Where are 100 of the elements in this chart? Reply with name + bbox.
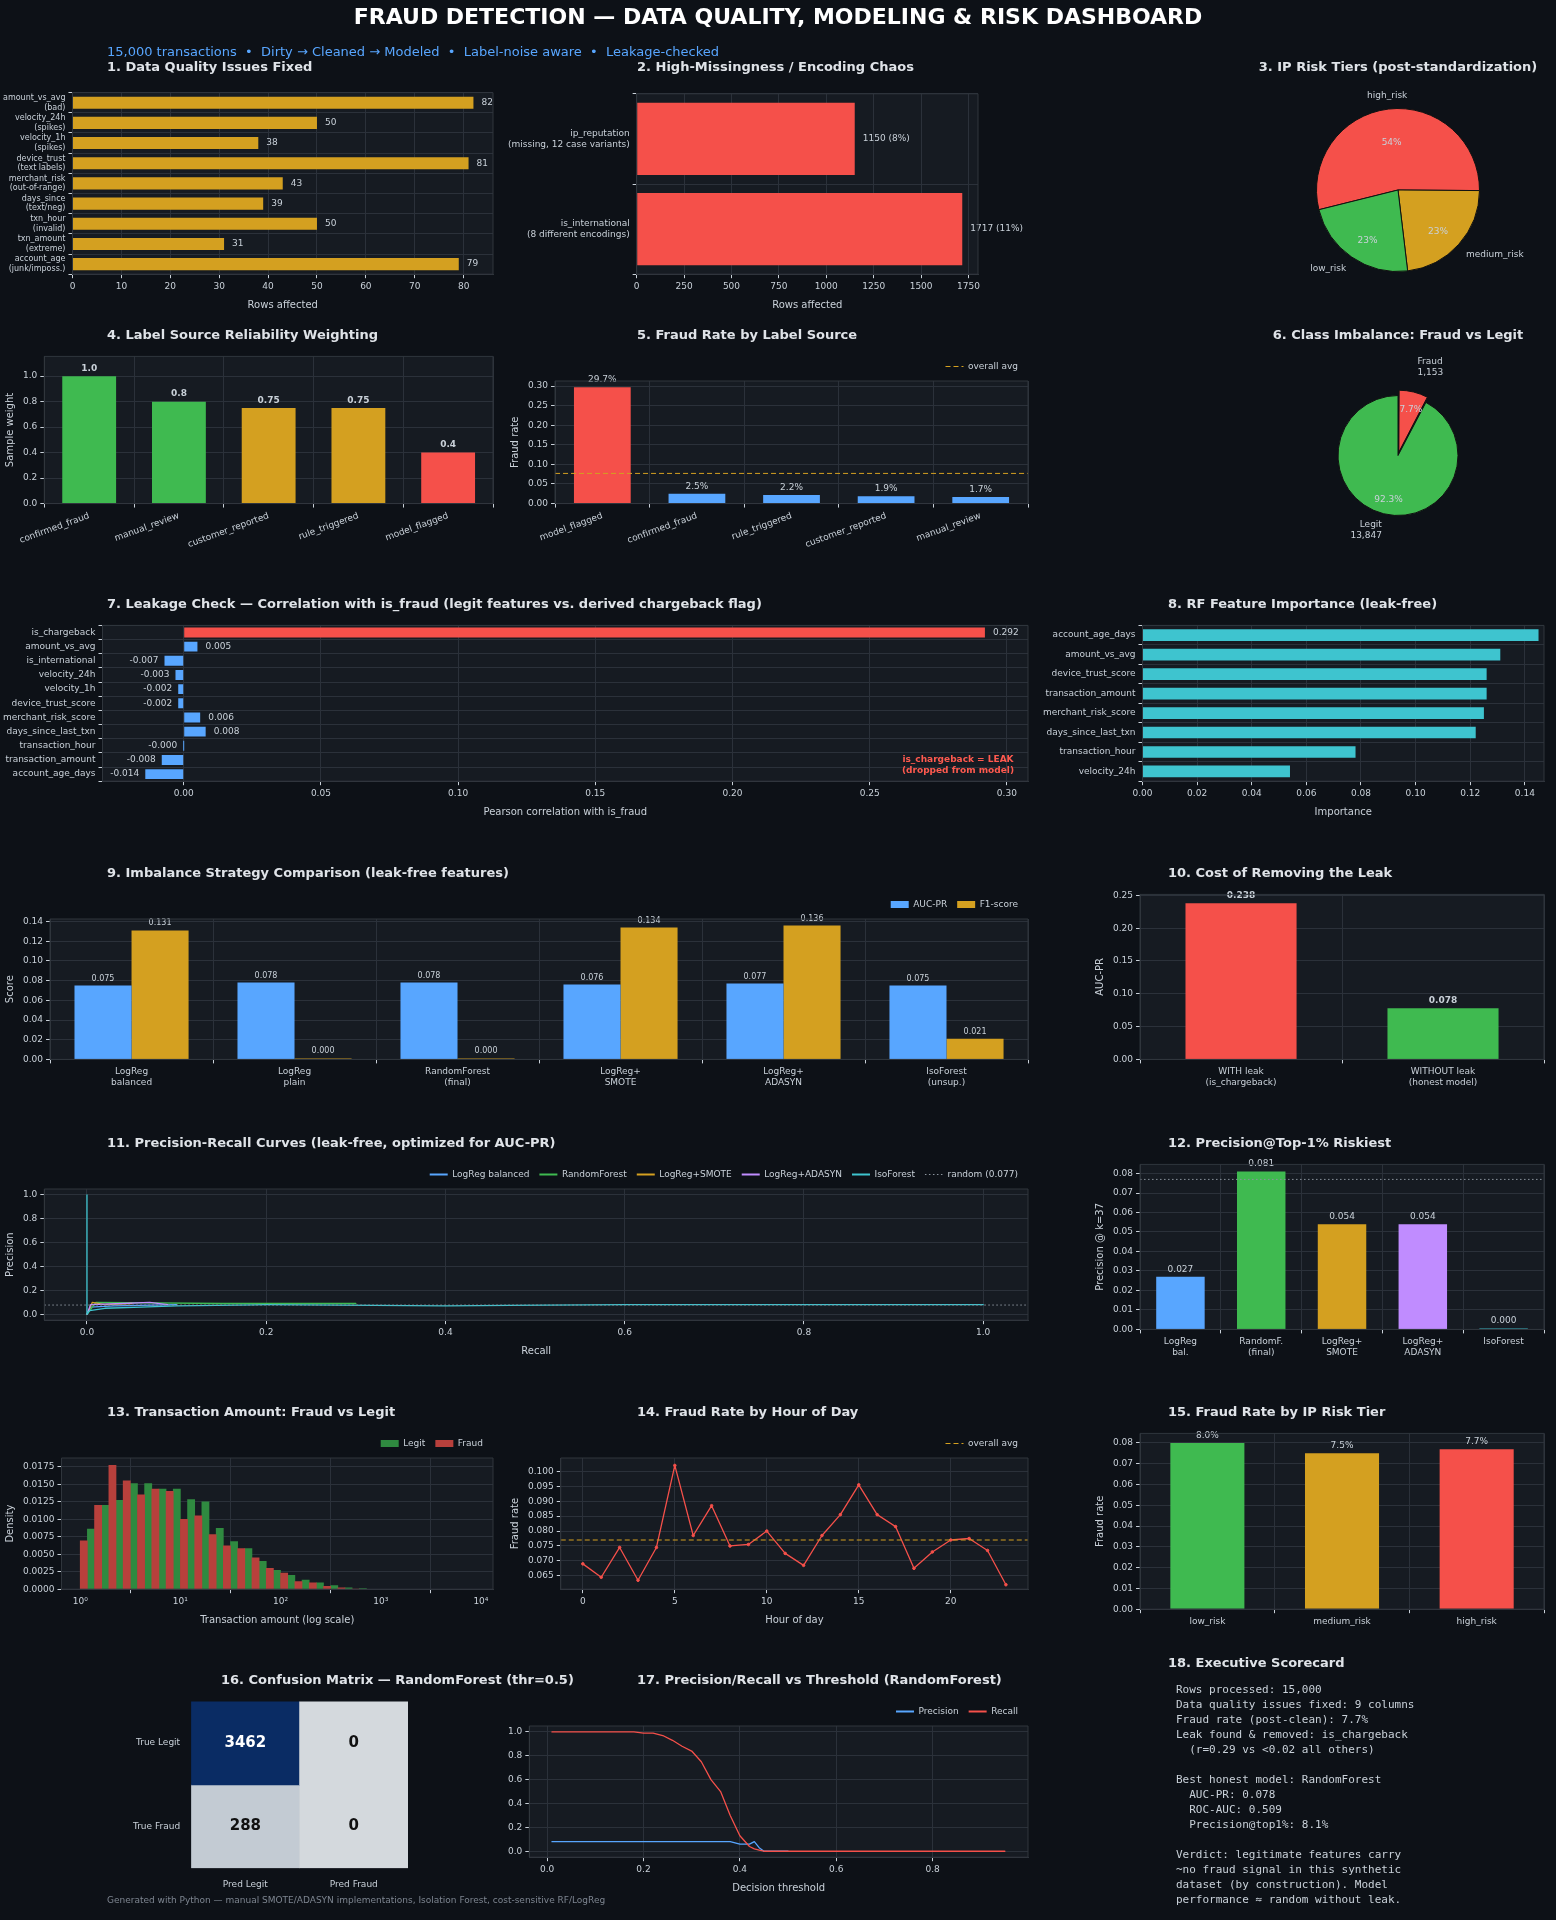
y-tick-label: device_trust_score <box>11 697 96 708</box>
x-tick-label: 70 <box>409 280 421 291</box>
y-tick-label: 0.080 <box>528 1525 555 1536</box>
x-tick-label: 5 <box>671 1595 678 1606</box>
data-label: 1717 (11%) <box>970 223 1024 234</box>
chart-title: 12. Precision@Top-1% Riskiest <box>1167 1134 1393 1152</box>
y-tick-label: 0.02 <box>22 1034 44 1045</box>
y-tick-label: 0.05 <box>1112 1020 1134 1031</box>
chart-title: 1. Data Quality Issues Fixed <box>106 59 314 76</box>
data-label: 0.078 <box>254 970 278 980</box>
y-tick-label: 0.01 <box>1112 1304 1134 1315</box>
y-tick-label: 0.00 <box>22 1053 44 1064</box>
y-tick-label: velocity_1h <box>44 683 96 694</box>
data-label: 0.054 <box>1329 1211 1356 1222</box>
y-tick-label: 0.095 <box>528 1480 554 1491</box>
legend-label: Fraud <box>457 1437 483 1448</box>
data-label: 288 <box>229 1816 261 1835</box>
data-label: 2.5% <box>685 480 709 491</box>
y-tick-label: 0.10 <box>22 955 44 966</box>
chart-title: 11. Precision-Recall Curves (leak-free, optimized for AUC-PR) <box>106 1134 557 1152</box>
chart-title: 4. Label Source Reliability Weighting <box>106 326 380 344</box>
x-tick-label: 10³ <box>373 1595 389 1606</box>
data-label: 0.134 <box>637 915 661 925</box>
legend-label: LogReg balanced <box>452 1168 530 1179</box>
legend-label: Precision <box>918 1705 959 1716</box>
data-label: 39 <box>271 197 283 208</box>
y-tick-label: device_trust_score <box>1051 668 1136 679</box>
x-tick-label: 1750 <box>957 280 981 291</box>
y-axis-title: Precision <box>3 1232 15 1277</box>
x-tick-label: 30 <box>213 280 226 291</box>
data-label: -0.002 <box>143 683 173 694</box>
y-tick-label: velocity_24h <box>1078 765 1136 776</box>
data-label: 0.078 <box>417 970 441 980</box>
y-axis-title: Score <box>3 975 15 1004</box>
y-axis-title: Fraud rate <box>1093 1495 1105 1548</box>
legend-label: LogReg+SMOTE <box>659 1168 733 1179</box>
x-tick-label: 0 <box>69 280 76 291</box>
x-tick-label: 0 <box>633 280 640 291</box>
x-tick-label: LogReg plain <box>277 1066 312 1087</box>
data-label: 0 <box>348 1732 359 1751</box>
y-tick-label: merchant_risk (out-of-range) <box>8 173 66 193</box>
y-tick-label: 0.30 <box>527 380 549 391</box>
y-tick-label: transaction_amount <box>5 754 96 765</box>
data-label: 0.008 <box>213 725 240 736</box>
data-label: 50 <box>324 218 337 229</box>
data-label: 31 <box>232 238 244 249</box>
y-tick-label: 0.07 <box>1112 1458 1134 1469</box>
y-tick-label: 0.08 <box>1112 1437 1134 1448</box>
x-tick-label: WITHOUT leak (honest model) <box>1408 1066 1478 1087</box>
chart-title: 13. Transaction Amount: Fraud vs Legit <box>106 1403 397 1421</box>
legend-label: random (0.077) <box>947 1168 1019 1179</box>
y-tick-label: 0.085 <box>528 1510 554 1521</box>
y-tick-label: 0.02 <box>1112 1561 1134 1572</box>
data-label: 0.075 <box>91 973 115 983</box>
x-tick-label: 0.30 <box>996 787 1018 798</box>
data-label: 1150 (8%) <box>862 133 910 144</box>
data-label: 29.7% <box>588 374 618 385</box>
data-label: 0.021 <box>963 1026 987 1036</box>
chart-title: 6. Class Imbalance: Fraud vs Legit <box>1271 326 1525 344</box>
y-tick-label: 0.06 <box>1112 1478 1134 1489</box>
x-tick-label: 20 <box>945 1595 957 1606</box>
x-tick-label: 10² <box>273 1595 289 1606</box>
data-label: 0.000 <box>474 1046 498 1056</box>
x-tick-label: Pred Fraud <box>329 1878 378 1889</box>
y-tick-label: 0.06 <box>1112 1206 1134 1217</box>
data-label: 0.081 <box>1248 1158 1275 1169</box>
y-tick-label: 0.2 <box>507 1821 523 1832</box>
y-tick-label: transaction_hour <box>19 740 96 751</box>
annotation: is_chargeback = LEAK (dropped from model) <box>901 754 1015 776</box>
data-label: 8.0% <box>1195 1429 1220 1440</box>
chart-title: 8. RF Feature Importance (leak-free) <box>1167 595 1439 613</box>
y-tick-label: amount_vs_avg (bad) <box>3 92 66 112</box>
data-label: 0.076 <box>580 972 604 982</box>
y-tick-label: ip_reputation (missing, 12 case variants) <box>507 127 630 149</box>
x-tick-label: 50 <box>311 280 323 291</box>
x-axis-title: Importance <box>1314 805 1372 817</box>
text: 18. Executive Scorecard <box>1167 1654 1346 1672</box>
y-tick-label: 0.6 <box>507 1774 523 1785</box>
text: Generated with Python — manual SMOTE/ADASYN implementations, Isolation Forest, cost-sensitive RF/LogReg <box>107 1895 606 1905</box>
y-tick-label: velocity_24h (spikes) <box>14 113 66 132</box>
y-tick-label: 0.04 <box>1112 1245 1134 1256</box>
legend-label: F1-score <box>979 898 1019 909</box>
y-tick-label: merchant_risk_score <box>2 711 96 722</box>
y-axis-title: Fraud rate <box>508 416 520 469</box>
y-tick-label: 0.25 <box>527 400 549 411</box>
y-tick-label: 0.10 <box>527 458 549 469</box>
y-tick-label: is_international <box>26 655 96 666</box>
data-label: 23% <box>1428 226 1449 237</box>
x-tick-label: LogReg+ SMOTE <box>600 1066 641 1087</box>
x-tick-label: low_risk <box>1189 1615 1227 1626</box>
data-label: 0.238 <box>1226 890 1256 901</box>
x-tick-label: 0.8 <box>925 1863 941 1874</box>
chart-title: 3. IP Risk Tiers (post-standardization) <box>1257 58 1539 76</box>
y-tick-label: 0.05 <box>1112 1499 1134 1510</box>
chart-title: 15. Fraud Rate by IP Risk Tier <box>1167 1403 1387 1421</box>
x-tick-label: 40 <box>262 280 275 291</box>
x-tick-label: 0.06 <box>1296 787 1317 798</box>
chart-title: 16. Confusion Matrix — RandomForest (thr=0.5) <box>220 1671 574 1689</box>
data-label: 0.75 <box>347 394 370 405</box>
legend-label: AUC-PR <box>913 898 948 909</box>
